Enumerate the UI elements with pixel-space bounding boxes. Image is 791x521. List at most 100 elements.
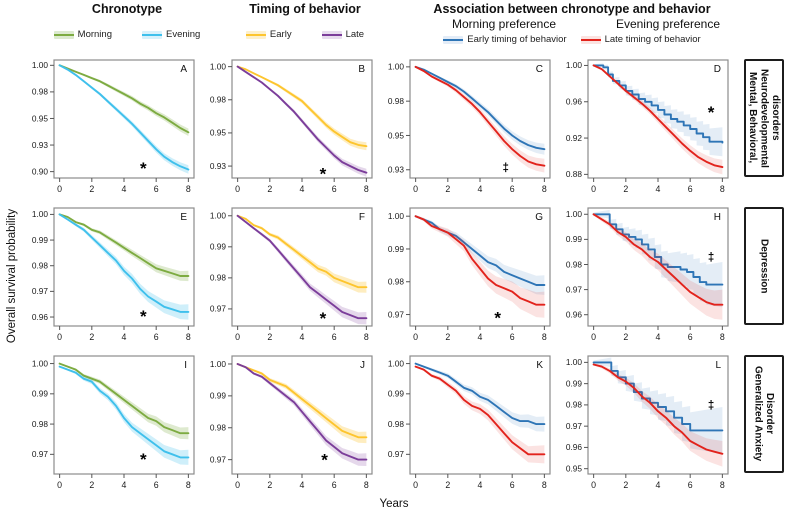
svg-text:0.95: 0.95	[566, 463, 583, 473]
svg-text:2: 2	[267, 184, 272, 194]
svg-text:8: 8	[364, 332, 369, 342]
svg-text:4: 4	[656, 332, 661, 342]
svg-text:4: 4	[122, 480, 127, 490]
svg-text:6: 6	[332, 480, 337, 490]
legend-item-morning: Morning	[53, 29, 112, 40]
svg-text:1.00: 1.00	[210, 211, 227, 221]
legend-item-late: Late	[321, 29, 364, 40]
timing-title: Timing of behavior	[249, 2, 361, 16]
x-axis-label: Years	[379, 498, 409, 510]
svg-text:8: 8	[364, 480, 369, 490]
panel-E: 1.00 0.99 0.98 0.97 0.96 0 2 4 6 8 E *	[24, 202, 202, 350]
svg-text:6: 6	[154, 480, 159, 490]
panel-G: 1.00 0.99 0.98 0.97 0 2 4 6 8 G *	[380, 202, 558, 350]
legend-item-early: Early	[245, 29, 292, 40]
panel-H: 1.00 0.99 0.98 0.97 0.96 0 2 4 6 8 H ‡	[558, 202, 736, 350]
svg-text:0.97: 0.97	[32, 286, 49, 296]
svg-text:4: 4	[656, 184, 661, 194]
panel-C: 1.00 0.98 0.95 0.93 0 2 4 6 8 C ‡	[380, 54, 558, 202]
late-timing-swatch-icon	[580, 35, 601, 44]
svg-text:0.98: 0.98	[566, 259, 583, 269]
svg-text:0.98: 0.98	[32, 261, 49, 271]
svg-text:0.99: 0.99	[210, 391, 227, 401]
chronotype-legend: Morning Evening	[52, 29, 202, 40]
svg-text:8: 8	[186, 332, 191, 342]
svg-text:*: *	[140, 450, 147, 469]
svg-text:2: 2	[445, 332, 450, 342]
svg-text:0.98: 0.98	[388, 96, 405, 106]
svg-text:0: 0	[235, 480, 240, 490]
svg-text:8: 8	[720, 332, 725, 342]
svg-text:0.98: 0.98	[32, 419, 49, 429]
svg-text:1.00: 1.00	[388, 211, 405, 221]
svg-text:8: 8	[186, 184, 191, 194]
svg-text:I: I	[184, 360, 187, 371]
legend-label: Early	[269, 29, 292, 40]
svg-text:0: 0	[57, 480, 62, 490]
timing-legend: Early Late	[230, 29, 380, 40]
svg-text:0: 0	[591, 332, 596, 342]
chronotype-header: Chronotype Morning Evening	[24, 0, 202, 54]
svg-text:8: 8	[542, 184, 547, 194]
association-subheaders: Morning preference Evening preference	[408, 17, 736, 31]
morning-preference-subheader: Morning preference	[451, 17, 557, 31]
svg-text:0: 0	[413, 332, 418, 342]
svg-text:2: 2	[267, 332, 272, 342]
svg-text:G: G	[535, 212, 543, 223]
svg-text:2: 2	[89, 184, 94, 194]
x-axis-label-area: Years	[24, 498, 736, 520]
svg-text:1.00: 1.00	[566, 209, 583, 219]
svg-text:8: 8	[720, 480, 725, 490]
early-timing-swatch-icon	[443, 35, 464, 44]
svg-text:0.92: 0.92	[566, 133, 583, 143]
y-axis-label-area: Overall survival probability	[0, 54, 24, 498]
panel-L: 1.00 0.99 0.98 0.97 0.96 0.95 0 2 4 6 8 L ‡	[558, 350, 736, 498]
svg-text:6: 6	[154, 332, 159, 342]
panel-I: 1.00 0.99 0.98 0.97 0 2 4 6 8 I *	[24, 350, 202, 498]
svg-text:1.00: 1.00	[566, 357, 583, 367]
svg-text:0.96: 0.96	[32, 312, 49, 322]
svg-text:0.97: 0.97	[210, 304, 227, 314]
panel-B: 1.00 0.98 0.95 0.93 0 2 4 6 8 B *	[202, 54, 380, 202]
svg-text:0: 0	[57, 332, 62, 342]
evening-swatch-icon	[141, 30, 162, 39]
svg-text:2: 2	[267, 480, 272, 490]
svg-text:0.93: 0.93	[210, 161, 227, 171]
svg-text:L: L	[715, 360, 721, 371]
svg-text:0.96: 0.96	[566, 97, 583, 107]
svg-text:*: *	[320, 165, 327, 184]
svg-text:1.00: 1.00	[32, 209, 49, 219]
svg-text:0.93: 0.93	[32, 140, 49, 150]
svg-text:0.98: 0.98	[210, 423, 227, 433]
svg-text:0.97: 0.97	[32, 449, 49, 459]
svg-text:6: 6	[688, 480, 693, 490]
legend-item-evening: Evening	[141, 29, 200, 40]
svg-text:0.99: 0.99	[388, 389, 405, 399]
evening-preference-subheader: Evening preference	[615, 17, 721, 31]
row-label-gad: Generalized Anxiety Disorder	[752, 366, 776, 462]
panel-J: 1.00 0.99 0.98 0.97 0 2 4 6 8 J *	[202, 350, 380, 498]
svg-text:0.98: 0.98	[32, 87, 49, 97]
legend-label: Morning	[77, 29, 112, 40]
panel-A: 1.00 0.98 0.95 0.93 0.90 0 2 4 6 8 A *	[24, 54, 202, 202]
svg-text:0.98: 0.98	[388, 419, 405, 429]
svg-text:0: 0	[235, 184, 240, 194]
svg-text:4: 4	[122, 184, 127, 194]
svg-text:*: *	[140, 307, 147, 326]
svg-text:8: 8	[364, 184, 369, 194]
svg-text:‡: ‡	[708, 252, 714, 264]
svg-text:0.99: 0.99	[566, 234, 583, 244]
svg-text:2: 2	[623, 332, 628, 342]
svg-text:0.97: 0.97	[388, 449, 405, 459]
legend-item-early-timing: Early timing of behavior	[443, 34, 567, 45]
svg-text:0: 0	[591, 184, 596, 194]
y-axis-label: Overall survival probability	[6, 208, 18, 344]
row-label-mbn-disorders: Mental, Behavioral, Neurodevelopmental d…	[746, 68, 781, 168]
svg-text:E: E	[180, 212, 187, 223]
legend-item-late-timing: Late timing of behavior	[580, 34, 701, 45]
svg-text:0.95: 0.95	[388, 130, 405, 140]
svg-text:0.99: 0.99	[388, 244, 405, 254]
svg-text:1.00: 1.00	[388, 358, 405, 368]
svg-text:4: 4	[478, 332, 483, 342]
